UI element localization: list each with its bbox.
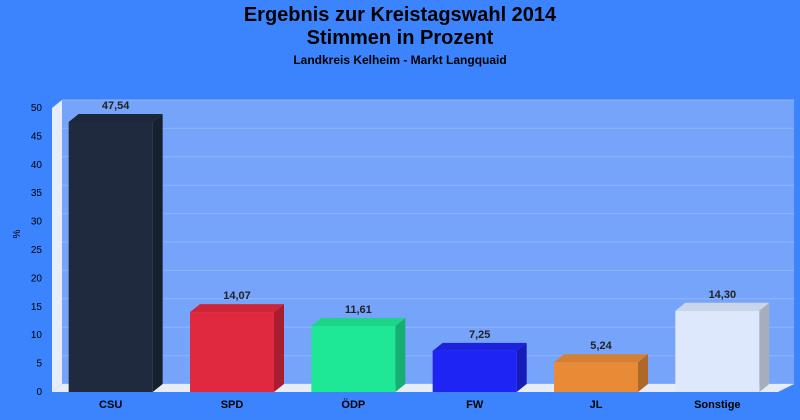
y-tick-label: 15 — [31, 302, 43, 313]
y-tick-label: 5 — [36, 359, 42, 370]
data-label: 7,25 — [469, 329, 490, 341]
bar — [675, 310, 760, 392]
y-axis-label: % — [12, 229, 23, 238]
x-tick-label: JL — [590, 399, 603, 411]
data-label: 47,54 — [102, 100, 130, 112]
chart-title-block: Ergebnis zur Kreistagswahl 2014 Stimmen … — [0, 4, 800, 67]
y-tick-label: 0 — [36, 387, 42, 398]
bar-top — [68, 113, 163, 122]
data-label: 5,24 — [590, 340, 612, 352]
bar — [432, 350, 517, 392]
x-tick-label: Sonstige — [694, 399, 740, 411]
data-label: 11,61 — [345, 304, 372, 316]
y-tick-label: 35 — [31, 188, 43, 199]
bar-top — [554, 354, 648, 363]
bar-top — [675, 302, 770, 311]
data-label: 14,07 — [223, 290, 251, 302]
y-tick-label: 30 — [31, 217, 43, 228]
x-tick-label: SPD — [221, 399, 244, 411]
bar-side — [516, 342, 527, 392]
bar — [311, 326, 396, 392]
bar-side — [395, 318, 406, 392]
y-tick-label: 40 — [31, 160, 43, 171]
x-tick-label: ÖDP — [341, 398, 365, 411]
y-tick-label: 50 — [31, 103, 43, 114]
bar-side — [638, 354, 648, 392]
x-tick-label: FW — [466, 399, 484, 411]
bar-top — [432, 342, 527, 351]
y-tick-label: 10 — [31, 330, 43, 341]
chart-subtitle: Landkreis Kelheim - Markt Langquaid — [293, 53, 507, 67]
x-tick-label: CSU — [99, 399, 122, 411]
y-tick-label: 20 — [31, 273, 43, 284]
data-label: 14,30 — [709, 289, 737, 301]
bar-top — [190, 304, 284, 313]
y-tick-label: 25 — [31, 245, 43, 256]
bar — [190, 312, 274, 392]
bar-side — [274, 304, 284, 392]
bar-top — [311, 318, 406, 327]
bar — [554, 362, 638, 392]
chart-title: Ergebnis zur Kreistagswahl 2014 — [243, 4, 557, 26]
bar — [68, 121, 153, 392]
bar-side — [759, 302, 770, 392]
chart-title-line2: Stimmen in Prozent — [306, 27, 494, 49]
bar-side — [152, 113, 163, 392]
y-tick-label: 45 — [31, 131, 43, 142]
plot-side-wall — [52, 100, 62, 392]
